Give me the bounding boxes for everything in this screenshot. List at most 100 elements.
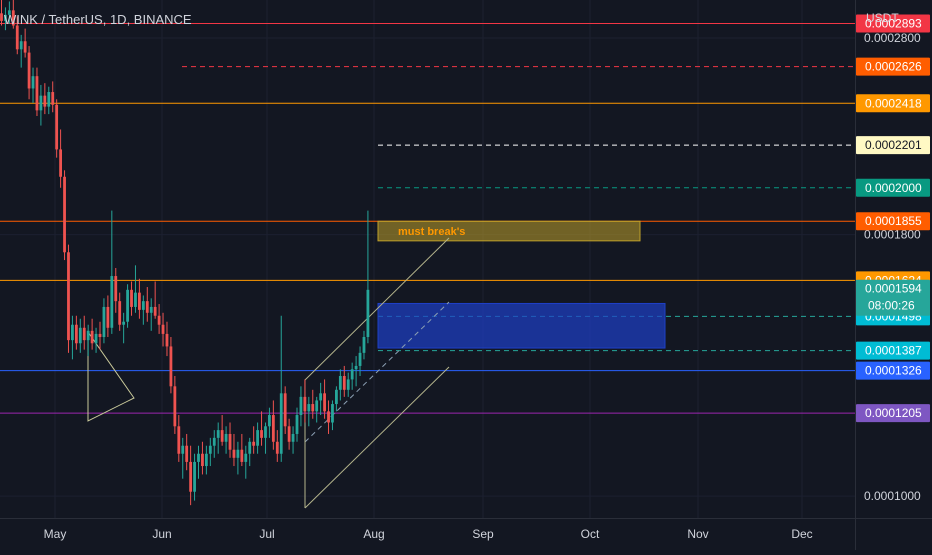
candle-body[interactable]: [130, 289, 133, 307]
triangle-pattern[interactable]: [87, 330, 135, 422]
candle-body[interactable]: [260, 430, 263, 438]
candle-body[interactable]: [110, 276, 114, 328]
candle-body[interactable]: [295, 415, 299, 434]
candle-body[interactable]: [141, 301, 145, 310]
candle-body[interactable]: [319, 393, 323, 401]
candle-body[interactable]: [256, 430, 259, 446]
candle-body[interactable]: [51, 92, 55, 105]
price-badge[interactable]: [856, 212, 930, 231]
candle-body[interactable]: [311, 404, 315, 412]
candle-body[interactable]: [315, 400, 319, 412]
candle-body[interactable]: [98, 333, 102, 338]
candle-body[interactable]: [291, 433, 295, 442]
price-badge[interactable]: [856, 279, 930, 316]
candle-body[interactable]: [173, 386, 177, 427]
candle-body[interactable]: [31, 76, 35, 89]
candle-body[interactable]: [0, 13, 3, 21]
candle-body[interactable]: [342, 376, 346, 390]
candle-body[interactable]: [303, 396, 307, 412]
candle-body[interactable]: [323, 393, 326, 412]
candle-body[interactable]: [161, 324, 165, 334]
candle-body[interactable]: [134, 292, 137, 307]
candle-body[interactable]: [232, 449, 236, 458]
candle-body[interactable]: [335, 389, 338, 405]
candle-body[interactable]: [220, 430, 224, 442]
candle-body[interactable]: [240, 449, 244, 462]
candle-body[interactable]: [94, 333, 98, 344]
candle-body[interactable]: [283, 393, 287, 427]
candle-body[interactable]: [358, 352, 362, 366]
candle-body[interactable]: [106, 306, 110, 328]
price-badge[interactable]: [856, 14, 930, 33]
candle-body[interactable]: [126, 289, 129, 322]
candle-body[interactable]: [169, 346, 173, 387]
zone-rect[interactable]: [377, 302, 666, 349]
candle-body[interactable]: [197, 453, 200, 462]
candle-body[interactable]: [244, 453, 248, 462]
candle-body[interactable]: [118, 301, 122, 325]
candle-body[interactable]: [338, 376, 342, 390]
candle-body[interactable]: [299, 396, 303, 416]
candle-body[interactable]: [362, 337, 366, 353]
candle-body[interactable]: [43, 95, 47, 107]
candle-body[interactable]: [204, 453, 208, 467]
candle-body[interactable]: [177, 426, 181, 454]
candle-body[interactable]: [346, 379, 350, 390]
candle-body[interactable]: [82, 327, 86, 341]
candle-body[interactable]: [7, 10, 11, 15]
zone-rect[interactable]: [377, 220, 641, 242]
channel-upper-line[interactable]: [304, 237, 450, 381]
candle-body[interactable]: [271, 415, 275, 442]
candle-body[interactable]: [4, 14, 7, 21]
channel-lower-line[interactable]: [304, 366, 450, 509]
candle-body[interactable]: [216, 430, 220, 438]
candle-body[interactable]: [264, 426, 267, 438]
candle-body[interactable]: [15, 25, 19, 50]
candle-body[interactable]: [248, 441, 252, 454]
price-badge[interactable]: [856, 361, 930, 380]
price-badge[interactable]: [856, 178, 930, 197]
candle-body[interactable]: [63, 176, 66, 253]
candle-body[interactable]: [212, 437, 216, 446]
candle-body[interactable]: [67, 252, 70, 341]
price-badge[interactable]: [856, 94, 930, 113]
price-badge[interactable]: [856, 136, 930, 155]
candle-body[interactable]: [59, 149, 62, 177]
candle-body[interactable]: [236, 449, 240, 458]
candle-body[interactable]: [354, 365, 358, 370]
candle-body[interactable]: [27, 52, 31, 89]
candle-body[interactable]: [71, 324, 74, 341]
candle-body[interactable]: [74, 324, 78, 344]
candle-body[interactable]: [193, 461, 196, 492]
candle-body[interactable]: [11, 10, 15, 26]
candle-body[interactable]: [327, 411, 330, 423]
candle-body[interactable]: [47, 92, 51, 107]
candle-body[interactable]: [138, 292, 141, 310]
candle-body[interactable]: [122, 321, 126, 325]
candle-body[interactable]: [252, 441, 256, 446]
candle-body[interactable]: [35, 76, 39, 111]
candle-body[interactable]: [201, 453, 204, 467]
candle-body[interactable]: [23, 41, 27, 53]
candle-body[interactable]: [145, 301, 149, 313]
candle-body[interactable]: [181, 445, 185, 454]
channel-mid-line[interactable]: [304, 301, 450, 443]
candle-body[interactable]: [208, 445, 212, 454]
candle-body[interactable]: [90, 330, 94, 344]
candle-body[interactable]: [228, 433, 232, 450]
candle-body[interactable]: [157, 315, 161, 325]
candle-body[interactable]: [102, 306, 106, 338]
candle-body[interactable]: [185, 445, 189, 462]
candle-body[interactable]: [224, 433, 228, 442]
candle-body[interactable]: [189, 461, 193, 492]
candle-body[interactable]: [268, 415, 271, 427]
price-badge[interactable]: [856, 341, 930, 360]
price-badge[interactable]: [856, 404, 930, 423]
candle-body[interactable]: [165, 333, 169, 347]
candle-body[interactable]: [307, 404, 311, 412]
candle-body[interactable]: [350, 369, 354, 380]
candle-body[interactable]: [331, 404, 334, 423]
candle-body[interactable]: [114, 276, 118, 302]
